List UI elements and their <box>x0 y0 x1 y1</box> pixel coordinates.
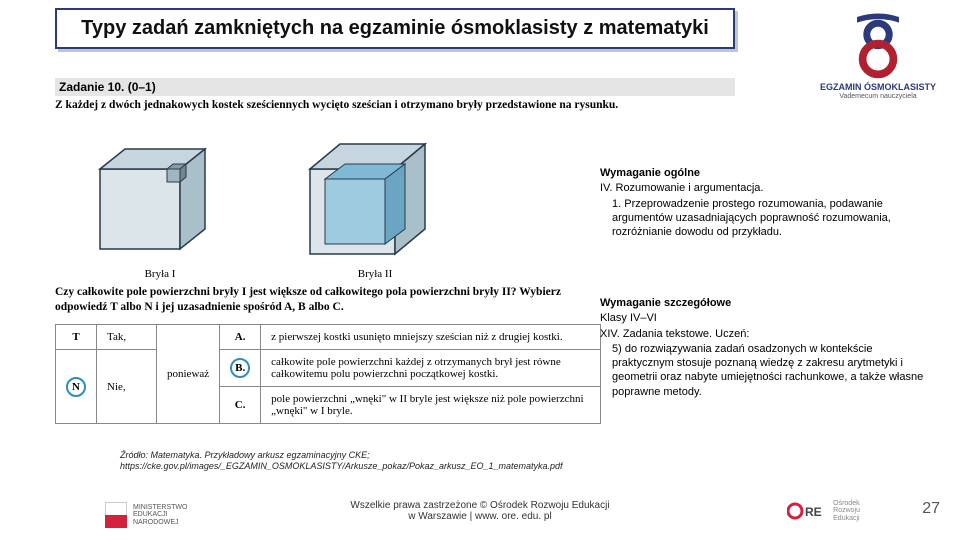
page-number: 27 <box>922 500 940 518</box>
opt-A: A. <box>220 325 261 350</box>
source-citation: Źródło: Matematyka. Przykładowy arkusz e… <box>120 450 880 472</box>
ore-text: Ośrodek Rozwoju Edukacji <box>833 500 860 522</box>
opt-B-text: całkowite pole powierzchni każdej z otrz… <box>261 350 601 387</box>
requirement-detail: Wymaganie szczegółowe Klasy IV–VI XIV. Z… <box>600 295 935 399</box>
req-det-line1: Klasy IV–VI <box>600 311 935 325</box>
req-det-line3: 5) do rozwiązywania zadań osadzonych w k… <box>600 342 935 399</box>
logo-label-2: Vademecum nauczyciela <box>818 93 938 100</box>
req-det-line2: XIV. Zadania tekstowe. Uczeń: <box>600 327 935 341</box>
table-row: T Tak, ponieważ A. z pierwszej kostki us… <box>56 325 601 350</box>
task-number: Zadanie 10. (0–1) <box>55 78 735 96</box>
exam-logo: EGZAMIN ÓSMOKLASISTY Vademecum nauczycie… <box>818 10 938 100</box>
source-line1: Źródło: Matematyka. Przykładowy arkusz e… <box>120 450 880 461</box>
slide-footer: MINISTERSTWO EDUKACJI NARODOWEJ Wszelkie… <box>0 482 960 532</box>
figures-row: Bryła I Bryła II <box>55 130 535 280</box>
ore-logo: RE Ośrodek Rozwoju Edukacji <box>787 498 860 524</box>
answer-table: T Tak, ponieważ A. z pierwszej kostki us… <box>55 324 601 424</box>
question-text: Czy całkowite pole powierzchni bryły I j… <box>55 285 585 315</box>
eight-icon <box>843 10 913 80</box>
slide-title: Typy zadań zamkniętych na egzaminie ósmo… <box>77 16 713 41</box>
logo-label-1: EGZAMIN ÓSMOKLASISTY <box>818 82 938 92</box>
mid-word: ponieważ <box>157 325 220 424</box>
task-header: Zadanie 10. (0–1) Z każdej z dwóch jedna… <box>55 78 735 113</box>
opt-A-text: z pierwszej kostki usunięto mniejszy sze… <box>261 325 601 350</box>
task-description: Z każdej z dwóch jednakowych kostek sześ… <box>55 98 735 113</box>
figure-2-caption: Bryła II <box>295 268 455 280</box>
opt-N-circled: N <box>66 377 86 397</box>
requirement-general: Wymaganie ogólne IV. Rozumowanie i argum… <box>600 165 935 239</box>
ore-icon: RE <box>787 498 827 524</box>
opt-B-circled: B. <box>230 358 250 378</box>
opt-C: C. <box>220 387 261 424</box>
figure-2: Bryła II <box>295 129 455 280</box>
figure-1-caption: Bryła I <box>85 268 235 280</box>
figure-1: Bryła I <box>85 129 235 280</box>
cube-2-svg <box>295 129 455 259</box>
req-gen-heading: Wymaganie ogólne <box>600 166 935 180</box>
req-det-heading: Wymaganie szczegółowe <box>600 296 935 310</box>
req-gen-line2: 1. Przeprowadzenie prostego rozumowania,… <box>600 197 935 240</box>
table-row: N Nie, B. całkowite pole powierzchni każ… <box>56 350 601 387</box>
opt-N-word: Nie, <box>97 350 157 424</box>
opt-C-text: pole powierzchni „wnęki" w II bryle jest… <box>261 387 601 424</box>
opt-T: T <box>72 331 79 343</box>
source-line2: https://cke.gov.pl/images/_EGZAMIN_OSMOK… <box>120 461 880 472</box>
cube-1-svg <box>85 129 235 259</box>
opt-T-word: Tak, <box>97 325 157 350</box>
req-gen-line1: IV. Rozumowanie i argumentacja. <box>600 181 935 195</box>
slide-title-box: Typy zadań zamkniętych na egzaminie ósmo… <box>55 8 735 49</box>
svg-text:RE: RE <box>805 505 822 519</box>
